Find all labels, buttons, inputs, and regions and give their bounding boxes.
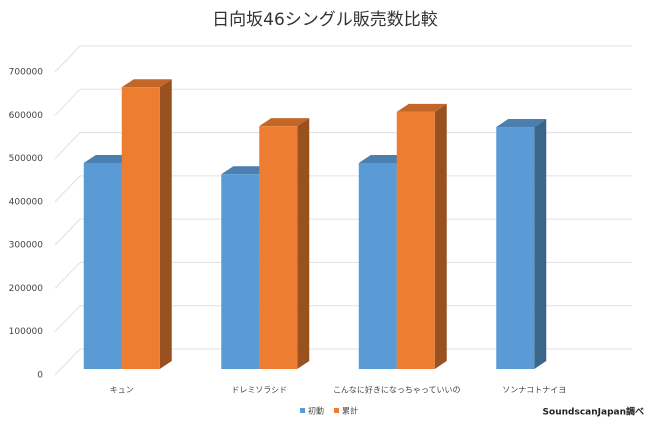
- source-note: SoundscanJapan調べ: [543, 406, 644, 418]
- grid-line: [54, 218, 81, 246]
- chart-title: 日向坂46シングル販売数比較: [212, 10, 438, 30]
- grid-line: [54, 132, 81, 159]
- bar: [358, 162, 397, 369]
- x-tick-label: ドレミソラシド: [231, 386, 287, 395]
- bar-top: [358, 154, 409, 163]
- bar: [396, 111, 435, 369]
- bar-side: [534, 119, 547, 369]
- y-tick-label: 400000: [9, 197, 44, 207]
- bar-top: [396, 103, 447, 112]
- y-tick-label: 200000: [9, 284, 44, 294]
- y-tick-label: 0: [37, 371, 43, 381]
- bar: [221, 174, 260, 369]
- grid-line: [54, 305, 81, 333]
- bar: [83, 162, 122, 369]
- grid-line: [54, 262, 81, 289]
- bar-top: [221, 166, 272, 175]
- bar-side: [297, 118, 310, 369]
- x-tick-label: キュン: [110, 386, 134, 395]
- x-tick-label: こんなに好きになっちゃっていいの: [333, 385, 461, 395]
- y-tick-label: 500000: [9, 154, 44, 164]
- grid-line: [54, 175, 81, 203]
- bar-side: [159, 79, 172, 370]
- x-tick-label: ソンナコトナイヨ: [502, 386, 566, 395]
- bar-side: [434, 103, 447, 369]
- y-tick-label: 600000: [9, 111, 44, 121]
- bar-top: [83, 154, 134, 163]
- bar: [496, 127, 535, 369]
- y-tick-label: 100000: [9, 327, 44, 337]
- bar-top: [121, 79, 172, 88]
- legend-swatch: [334, 408, 339, 413]
- grid-line: [54, 45, 81, 73]
- legend-label: 初動: [308, 406, 324, 416]
- bar: [259, 126, 298, 369]
- bar: [121, 87, 160, 370]
- bar-top: [496, 119, 547, 128]
- bar-top: [259, 118, 310, 127]
- y-tick-label: 300000: [9, 241, 44, 251]
- grid-line: [54, 348, 81, 376]
- legend-swatch: [300, 408, 305, 413]
- legend-label: 累計: [342, 406, 358, 416]
- y-tick-label: 700000: [9, 68, 44, 78]
- grid-line: [54, 88, 81, 116]
